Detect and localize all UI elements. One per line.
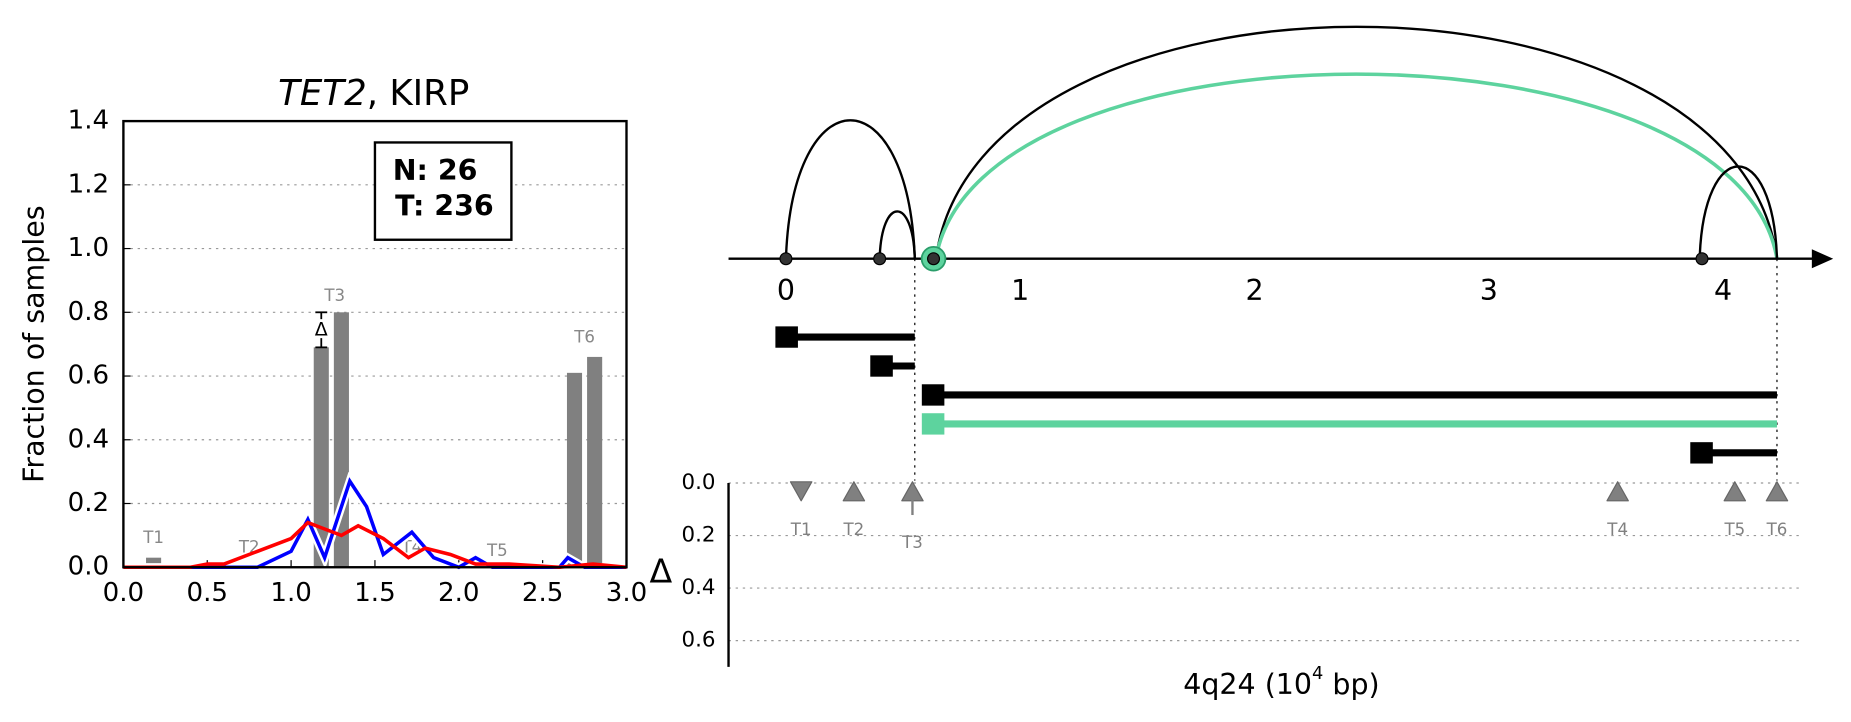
annotation-text: N: 26 — [393, 154, 478, 187]
x-axis-label: 4q24 (104 bp) — [1183, 663, 1379, 701]
marker-label: T5 — [1723, 520, 1745, 539]
delta-label-bg — [312, 319, 330, 339]
y-tick-label: 1.0 — [68, 233, 109, 263]
x-tick-label: 2.0 — [438, 578, 479, 608]
x-tick-label: 1.0 — [270, 578, 311, 608]
transcript-start — [921, 384, 945, 406]
x-tick-label: 0 — [777, 274, 795, 307]
x-tick-label: 0.0 — [103, 578, 145, 608]
plot-frame — [122, 119, 628, 569]
line-halo — [123, 471, 627, 572]
arc — [934, 72, 1779, 260]
bar-label: T1 — [142, 528, 164, 547]
xlabel-exponent: 4 — [1312, 663, 1323, 684]
node — [1695, 252, 1709, 266]
x-tick-label: 0.5 — [186, 578, 228, 608]
y-tick-label: 0.0 — [68, 552, 109, 582]
marker — [1765, 481, 1789, 502]
bar-label: T5 — [486, 541, 508, 560]
line — [123, 520, 627, 570]
x-tick-label: 3 — [1480, 274, 1498, 307]
bar-label: T3 — [323, 286, 345, 305]
transcript-start — [870, 355, 893, 377]
y-tick-label: 0.4 — [68, 424, 109, 454]
bar — [587, 356, 603, 568]
y-tick-label: 0.6 — [682, 628, 716, 653]
x-tick-label: 2.5 — [522, 578, 564, 608]
node — [873, 252, 887, 266]
marker — [1606, 481, 1629, 502]
node — [779, 252, 793, 266]
delta-label: Δ — [315, 318, 328, 340]
marker-label: T6 — [1766, 520, 1788, 539]
y-tick-label: 1.4 — [68, 106, 109, 136]
marker-label: T2 — [843, 520, 865, 539]
xlabel-part: 4q24 (10 — [1183, 668, 1312, 701]
title-gene: TET2 — [278, 73, 367, 114]
marker — [789, 481, 813, 502]
x-tick-label: 1.5 — [354, 578, 396, 608]
marker-label: T1 — [790, 520, 812, 539]
arc — [1698, 165, 1779, 259]
marker — [1723, 481, 1747, 502]
annotation-box — [373, 141, 513, 241]
annotation-text: T: 236 — [395, 190, 494, 223]
arc — [934, 25, 1779, 259]
transcript-start — [1690, 442, 1713, 464]
x-tick-label: 1 — [1011, 274, 1029, 307]
y-tick-label: 0.0 — [682, 470, 716, 495]
y-tick-label: 0.4 — [682, 575, 716, 600]
bar — [146, 557, 162, 568]
xlabel-part: bp) — [1323, 668, 1379, 701]
delta-axis-label: Δ — [650, 552, 673, 591]
bar — [313, 347, 329, 568]
y-axis-label: Fraction of samples — [18, 205, 51, 483]
y-tick-label: 0.2 — [682, 523, 716, 548]
x-tick-label: 3.0 — [606, 578, 648, 608]
arc — [878, 210, 916, 259]
y-tick-label: 1.2 — [68, 169, 109, 199]
transcript-start — [775, 326, 798, 348]
y-tick-label: 0.6 — [68, 361, 109, 391]
marker-label: T3 — [901, 533, 923, 552]
arc — [784, 119, 916, 259]
title-rest: , KIRP — [367, 73, 470, 114]
bar — [566, 372, 583, 568]
x-tick-label: 2 — [1245, 274, 1263, 307]
chart-title: TET2, KIRP — [278, 73, 469, 114]
y-tick-label: 0.8 — [68, 297, 109, 327]
transcript-start — [921, 413, 945, 435]
x-tick-label: 4 — [1714, 274, 1732, 307]
marker — [842, 481, 866, 502]
marker — [901, 481, 924, 502]
marker-label: T4 — [1606, 520, 1628, 539]
bar-label: T6 — [573, 327, 595, 346]
node — [927, 252, 941, 266]
y-tick-label: 0.2 — [68, 488, 109, 518]
axis-arrow — [1811, 249, 1834, 269]
